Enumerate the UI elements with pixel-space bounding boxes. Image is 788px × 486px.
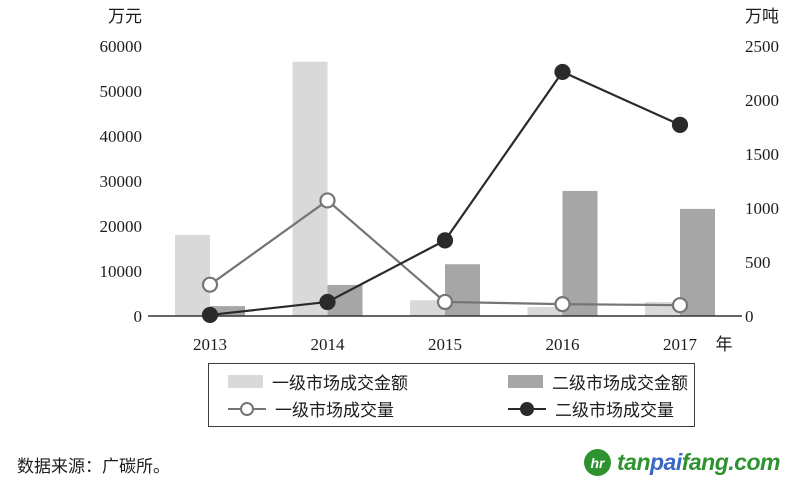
line-secondary-volume: [201, 63, 689, 324]
legend-open-circle-line-icon: [228, 401, 266, 416]
year-label-2014: 2014: [311, 335, 346, 354]
svg-text:30000: 30000: [100, 172, 143, 191]
data-source-note: 数据来源：广碳所。: [17, 457, 170, 476]
bar-2016: [562, 190, 598, 316]
legend-label-secondary-amount: 二级市场成交金额: [552, 374, 688, 393]
filled-marker-2017: [671, 116, 689, 133]
filled-marker-2015: [436, 232, 454, 249]
svg-text:1000: 1000: [745, 199, 779, 218]
bar-2017: [680, 208, 715, 316]
legend-item-secondary-amount: 二级市场成交金额: [508, 369, 694, 394]
open-marker-2015: [436, 293, 454, 311]
bar-2013: [175, 235, 210, 316]
legend-item-secondary-volume: 二级市场成交量: [508, 396, 694, 421]
legend-item-primary-volume: 一级市场成交量: [228, 396, 508, 421]
svg-text:10000: 10000: [100, 262, 143, 281]
svg-text:0: 0: [745, 307, 754, 326]
tanpaifang-logo[interactable]: hr tanpaifang.com: [584, 449, 780, 476]
year-label-2016: 2016: [546, 335, 580, 354]
legend-item-primary-amount: 一级市场成交金额: [228, 369, 508, 394]
bar-2015: [445, 264, 480, 316]
open-marker-2014: [319, 192, 336, 209]
legend-label-secondary-volume: 二级市场成交量: [555, 401, 674, 420]
right-axis-title: 万吨: [745, 7, 779, 26]
bar-2013: [210, 306, 245, 316]
logo-text-tan: tan: [617, 449, 651, 475]
svg-text:500: 500: [745, 253, 771, 272]
left-axis-title: 万元: [108, 7, 142, 26]
bar-2016: [527, 307, 563, 316]
bars-primary-market: [175, 61, 680, 316]
year-label-2015: 2015: [428, 335, 462, 354]
x-axis-unit-label: 年: [716, 335, 733, 354]
legend-swatch-dark-bar: [508, 375, 543, 388]
svg-text:2500: 2500: [745, 37, 779, 56]
filled-marker-2013: [201, 306, 219, 324]
x-axis-labels: 2013 2014 2015 2016 2017 年: [193, 335, 733, 354]
left-axis-ticks: 0 10000 20000 30000 40000 50000 60000 万元: [100, 7, 143, 326]
svg-text:0: 0: [134, 307, 143, 326]
filled-marker-2014: [319, 293, 336, 311]
line-primary-volume: [201, 192, 689, 314]
right-axis-ticks: 0 500 1000 1500 2000 2500 万吨: [745, 7, 779, 326]
svg-text:60000: 60000: [100, 37, 143, 56]
svg-text:20000: 20000: [100, 217, 143, 236]
chart-legend: 一级市场成交金额 二级市场成交金额 一级市场成交量 二级市场成交量: [208, 363, 695, 427]
legend-label-primary-amount: 一级市场成交金额: [272, 374, 408, 393]
open-marker-2013: [201, 276, 219, 293]
year-label-2017: 2017: [663, 335, 698, 354]
tanpaifang-logo-icon: hr: [584, 449, 611, 476]
legend-swatch-light-bar: [228, 375, 263, 388]
filled-marker-2016: [554, 63, 571, 81]
open-marker-2016: [554, 296, 571, 313]
svg-text:40000: 40000: [100, 127, 143, 146]
tanpaifang-logo-text: tanpaifang.com: [617, 449, 780, 476]
bar-2014: [292, 61, 328, 316]
open-marker-2017: [671, 297, 689, 314]
logo-text-fang: fang.com: [681, 449, 781, 475]
bars-secondary-market: [210, 190, 715, 316]
combo-chart: 0 10000 20000 30000 40000 50000 60000 万元 0 500 100…: [100, 7, 780, 354]
legend-filled-circle-line-icon: [508, 401, 546, 416]
legend-label-primary-volume: 一级市场成交量: [275, 401, 394, 420]
bar-2015: [410, 300, 445, 316]
logo-text-pai: pai: [650, 449, 682, 475]
svg-text:2000: 2000: [745, 91, 779, 110]
svg-text:1500: 1500: [745, 145, 779, 164]
year-label-2013: 2013: [193, 335, 227, 354]
svg-text:50000: 50000: [100, 82, 143, 101]
